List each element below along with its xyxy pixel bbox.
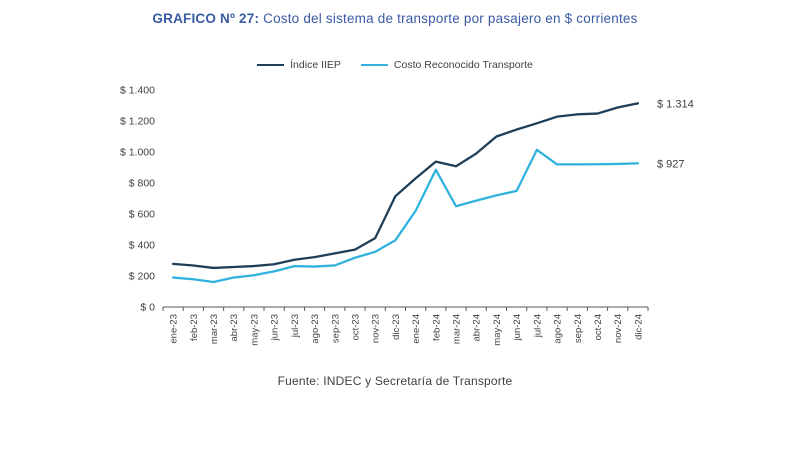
chart-legend: Índice IIEP Costo Reconocido Transporte <box>0 59 790 71</box>
x-axis-label: sep-24 <box>573 314 584 343</box>
x-axis-label: nov-23 <box>371 314 382 343</box>
y-axis-label: $ 1.200 <box>120 116 155 128</box>
legend-item-1: Costo Reconocido Transporte <box>360 59 533 71</box>
chart-title: GRAFICO Nº 27: Costo del sistema de tran… <box>0 11 790 26</box>
x-axis-label: ene-23 <box>169 314 180 344</box>
y-axis-label: $ 800 <box>129 178 155 190</box>
legend-label: Índice IIEP <box>290 59 341 71</box>
source-note: Fuente: INDEC y Secretaría de Transporte <box>277 374 513 388</box>
y-axis-label: $ 400 <box>129 240 155 252</box>
series-line-0 <box>171 102 640 270</box>
x-axis-label: feb-24 <box>431 314 442 341</box>
x-axis-label: ene-24 <box>411 314 422 344</box>
x-axis-label: jun-24 <box>512 314 523 341</box>
x-axis-label: oct-23 <box>350 314 361 340</box>
x-axis-label: ago-24 <box>553 314 564 344</box>
chart-title-number: GRAFICO Nº 27: <box>152 11 260 26</box>
x-axis-label: jul-23 <box>290 314 301 338</box>
y-axis-label: $ 0 <box>140 302 155 314</box>
x-axis-label: ago-23 <box>310 314 321 344</box>
x-axis-label: mar-23 <box>209 314 220 344</box>
x-axis-label: dic-24 <box>633 314 644 340</box>
series-line-1 <box>171 148 640 284</box>
x-axis-label: dic-23 <box>391 314 402 340</box>
x-axis-label: may-24 <box>492 314 503 346</box>
legend-label: Costo Reconocido Transporte <box>393 59 533 71</box>
y-axis-label: $ 200 <box>129 271 155 283</box>
x-axis-label: feb-23 <box>189 314 200 341</box>
x-axis-label: jun-23 <box>270 314 281 341</box>
series-end-label-1: $ 927 <box>657 158 685 170</box>
legend-line-swatch <box>257 64 285 66</box>
x-axis-label: nov-24 <box>613 314 624 343</box>
x-axis-label: jul-24 <box>532 314 543 338</box>
x-axis-label: abr-23 <box>229 314 240 341</box>
y-axis-label: $ 1.000 <box>120 147 155 159</box>
x-axis-label: may-23 <box>249 314 260 346</box>
chart-title-text: Costo del sistema de transporte por pasa… <box>259 11 638 26</box>
x-axis-label: sep-23 <box>330 314 341 343</box>
y-axis-label: $ 1.400 <box>120 85 155 97</box>
y-axis-label: $ 600 <box>129 209 155 221</box>
x-axis-label: oct-24 <box>593 314 604 340</box>
x-axis-label: abr-24 <box>472 314 483 341</box>
x-axis-label: mar-24 <box>452 314 463 344</box>
legend-item-0: Índice IIEP <box>257 59 341 71</box>
legend-line-swatch <box>360 64 388 66</box>
series-end-label-0: $ 1.314 <box>657 98 694 110</box>
